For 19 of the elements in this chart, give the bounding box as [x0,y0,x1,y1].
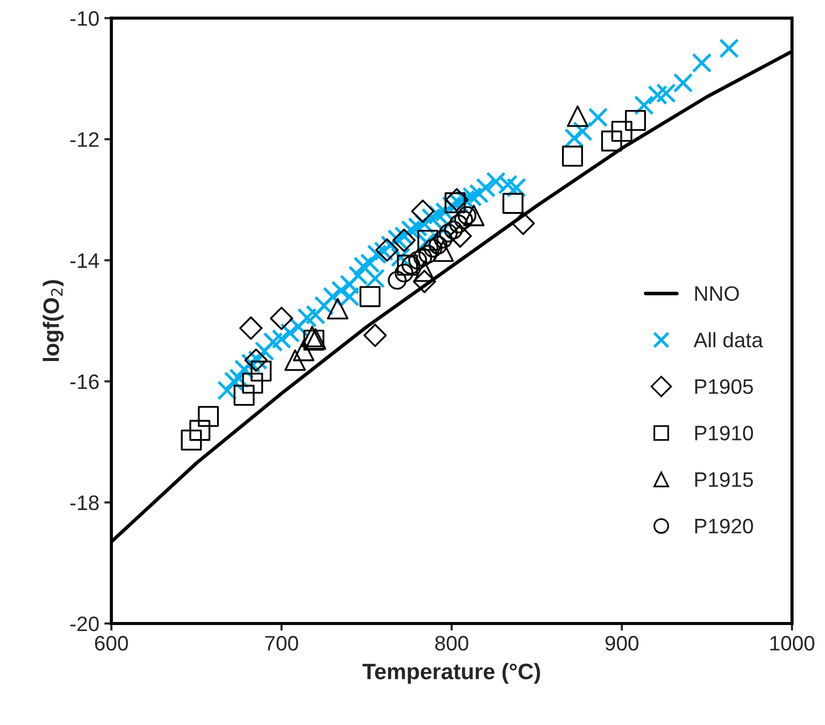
x-axis-title: Temperature (°C) [362,663,540,684]
legend-label: P1910 [695,426,753,440]
x-tick-label: 900 [605,636,638,651]
x-tick-label: 800 [435,636,468,651]
x-tick-label: 1000 [770,636,814,651]
legend-label: P1920 [695,518,753,534]
y-tick-label: -12 [70,132,99,147]
y-tick-label: -18 [70,495,99,510]
y-tick-label: -16 [70,374,99,390]
legend-label: NNO [695,286,739,301]
legend-label: All data [694,332,764,348]
legend-label: P1905 [695,379,753,394]
y-tick-label: -20 [70,616,99,632]
legend-label: P1915 [695,472,753,487]
x-tick-label: 700 [265,636,298,651]
y-axis-title: logf(O$_{2}$) [42,280,64,362]
y-tick-label: -10 [70,11,99,26]
y-tick-label: -14 [70,253,99,268]
x-tick-label: 600 [95,636,128,651]
